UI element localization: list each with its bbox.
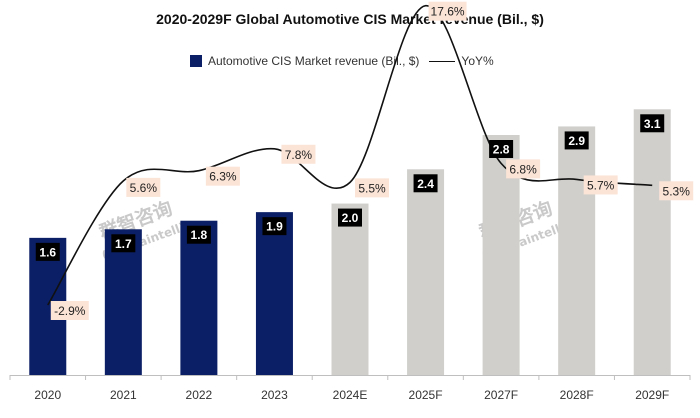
yoy-line (47, 4, 653, 306)
yoy-label-text: 5.7% (587, 178, 615, 192)
bar-value-label-text: 2.8 (493, 143, 510, 157)
yoy-label-text: 6.3% (209, 170, 237, 184)
bar-2022 (180, 220, 218, 375)
x-tick-label: 2020 (34, 388, 61, 402)
bar-value-label-2020: 1.6 (35, 242, 60, 261)
yoy-label-2021: 5.6% (126, 177, 161, 197)
bar-value-label-text: 1.8 (191, 228, 208, 242)
yoy-label-2023: 7.8% (281, 144, 316, 164)
x-tick-label: 2024E (333, 388, 368, 402)
bar-2028F (558, 126, 596, 375)
legend-bar-label: Automotive CIS Market revenue (Bil., $) (208, 54, 420, 68)
yoy-label-2024E: 5.5% (355, 178, 389, 198)
x-tick-label: 2025F (409, 388, 443, 402)
bar-value-label-bg (413, 174, 438, 193)
bar-value-label-bg (640, 114, 665, 133)
legend-bar-swatch (190, 55, 202, 67)
yoy-label-2027F: 6.8% (506, 159, 541, 179)
legend-line-label: YoY% (461, 54, 494, 68)
bar-2024E (331, 203, 369, 375)
yoy-label-text: -2.9% (54, 304, 86, 318)
yoy-label-bg (281, 144, 316, 164)
yoy-label-bg (355, 178, 389, 198)
bar-value-label-bg (564, 131, 589, 150)
bar-value-label-2022: 1.8 (186, 225, 211, 244)
yoy-label-text: 5.5% (358, 181, 386, 195)
bar-value-label-text: 1.7 (115, 237, 132, 251)
yoy-label-bg (506, 159, 541, 179)
bar-value-label-text: 3.1 (644, 117, 661, 131)
legend-line-swatch (429, 60, 456, 62)
bar-value-label-2029F: 3.1 (640, 114, 665, 133)
bar-value-label-text: 2.0 (342, 211, 359, 225)
yoy-label-bg (428, 1, 467, 21)
bar-value-label-bg (489, 140, 514, 158)
bar-value-label-bg (111, 234, 136, 253)
yoy-label-text: 6.8% (509, 162, 537, 176)
bar-2023 (255, 212, 293, 375)
bar-value-label-2028F: 2.9 (564, 131, 589, 150)
bar-value-label-2024E: 2.0 (338, 208, 362, 227)
x-tick-label: 2027F (484, 388, 518, 402)
bar-value-label-bg (262, 217, 287, 236)
bar-2021 (104, 229, 142, 375)
yoy-label-2028F: 5.7% (583, 175, 618, 195)
yoy-label-text: 5.3% (663, 184, 691, 198)
bar-value-label-bg (35, 242, 60, 261)
bar-value-label-2027F: 2.8 (489, 140, 514, 158)
bar-value-label-text: 1.6 (39, 245, 56, 259)
x-tick-label: 2029F (635, 388, 669, 402)
yoy-label-2029F: 5.3% (659, 181, 694, 201)
bar-value-label-text: 2.4 (417, 177, 434, 191)
bar-value-label-2023: 1.9 (262, 217, 287, 236)
x-tick-label: 2021 (110, 388, 137, 402)
yoy-label-bg (205, 166, 240, 186)
yoy-label-bg (583, 175, 618, 195)
bar-2025F (407, 169, 445, 375)
yoy-label-bg (659, 181, 694, 201)
bar-value-label-2021: 1.7 (111, 234, 136, 253)
yoy-label-text: 5.6% (130, 181, 158, 195)
x-tick-label: 2023 (261, 388, 288, 402)
bar-value-label-2025F: 2.4 (413, 174, 438, 193)
yoy-label-text: 17.6% (431, 5, 465, 19)
yoy-label-2020: -2.9% (50, 301, 89, 320)
yoy-label-text: 7.8% (285, 148, 313, 162)
x-tick-label: 2022 (186, 388, 213, 402)
legend: Automotive CIS Market revenue (Bil., $) … (190, 53, 494, 69)
yoy-label-2022: 6.3% (205, 166, 240, 186)
yoy-label-2025F: 17.6% (428, 1, 467, 21)
bar-value-label-bg (338, 208, 362, 227)
yoy-label-bg (50, 301, 89, 320)
yoy-label-bg (126, 177, 161, 197)
bar-value-label-text: 2.9 (568, 134, 585, 148)
bar-value-label-text: 1.9 (266, 220, 283, 234)
bar-2029F (633, 109, 671, 376)
bar-value-label-bg (186, 225, 211, 244)
x-tick-label: 2028F (560, 388, 594, 402)
